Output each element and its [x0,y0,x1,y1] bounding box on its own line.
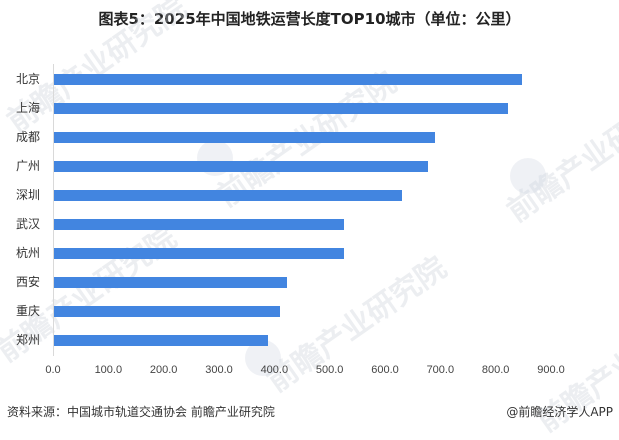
category-label: 成都 [16,130,41,144]
y-axis-line [53,64,54,356]
x-tick-label: 400.0 [260,364,289,376]
x-tick-label: 100.0 [94,364,123,376]
x-tick-label: 0.0 [45,364,61,376]
bar [54,277,287,288]
x-tick-label: 900.0 [537,364,565,376]
credit-note: @前瞻经济学人APP [506,405,613,419]
bar [54,219,344,230]
chart-title: 图表5：2025年中国地铁运营长度TOP10城市（单位：公里） [98,10,521,28]
category-label: 郑州 [16,333,41,347]
bar [54,132,435,143]
bar [54,161,428,172]
x-tick-label: 500.0 [315,364,344,376]
bar [54,74,522,85]
category-label: 西安 [16,275,41,289]
x-tick-label: 700.0 [426,364,455,376]
category-label: 深圳 [16,188,41,202]
bar [54,248,344,259]
category-label: 北京 [16,72,41,86]
category-label: 上海 [16,101,41,115]
bar [54,335,268,346]
bar [54,190,402,201]
bar [54,306,280,317]
source-note: 资料来源：中国城市轨道交通协会 前瞻产业研究院 [7,405,275,419]
x-tick-label: 200.0 [149,364,178,376]
category-label: 杭州 [16,246,41,260]
x-tick-label: 600.0 [371,364,399,376]
category-label: 重庆 [16,304,41,318]
bar [54,103,508,114]
x-tick-label: 300.0 [205,364,233,376]
category-label: 武汉 [16,217,41,231]
category-label: 广州 [16,159,41,173]
x-tick-label: 800.0 [481,364,510,376]
